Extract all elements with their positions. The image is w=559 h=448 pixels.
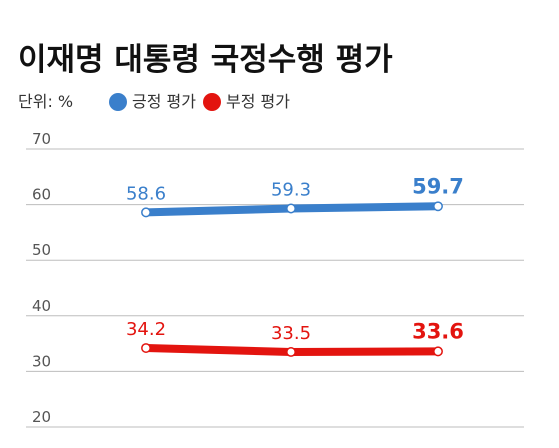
data-label-negative-1: 33.5 — [271, 323, 311, 344]
data-point-negative-2 — [433, 346, 443, 357]
series-lines — [141, 201, 443, 357]
unit-label: 단위: % — [18, 92, 73, 111]
gridlines — [26, 148, 524, 428]
data-label-positive-0: 58.6 — [126, 183, 166, 204]
legend-marker-positive — [109, 93, 127, 111]
legend-marker-negative — [203, 93, 221, 111]
y-tick-40: 40 — [32, 297, 51, 315]
y-tick-30: 30 — [32, 352, 51, 370]
data-label-negative-0: 34.2 — [126, 319, 166, 340]
data-label-positive-2: 59.7 — [412, 174, 464, 198]
y-tick-70: 70 — [32, 130, 51, 148]
data-labels: 58.6 59.3 59.7 34.2 33.5 33.6 — [126, 174, 464, 344]
data-point-positive-1 — [286, 203, 296, 214]
y-tick-50: 50 — [32, 241, 51, 259]
data-point-negative-0 — [141, 343, 151, 353]
y-axis-ticks: 20 30 40 50 60 70 — [32, 130, 51, 426]
y-tick-20: 20 — [32, 408, 51, 426]
data-point-negative-1 — [286, 346, 296, 357]
legend-label-positive: 긍정 평가 — [132, 92, 196, 111]
y-tick-60: 60 — [32, 186, 51, 204]
data-label-negative-2: 33.6 — [412, 319, 464, 343]
chart-title: 이재명 대통령 국정수행 평가 — [18, 42, 393, 78]
legend-label-negative: 부정 평가 — [226, 92, 290, 111]
data-point-positive-2 — [433, 201, 443, 212]
data-point-positive-0 — [141, 207, 151, 218]
data-label-positive-1: 59.3 — [271, 179, 311, 200]
